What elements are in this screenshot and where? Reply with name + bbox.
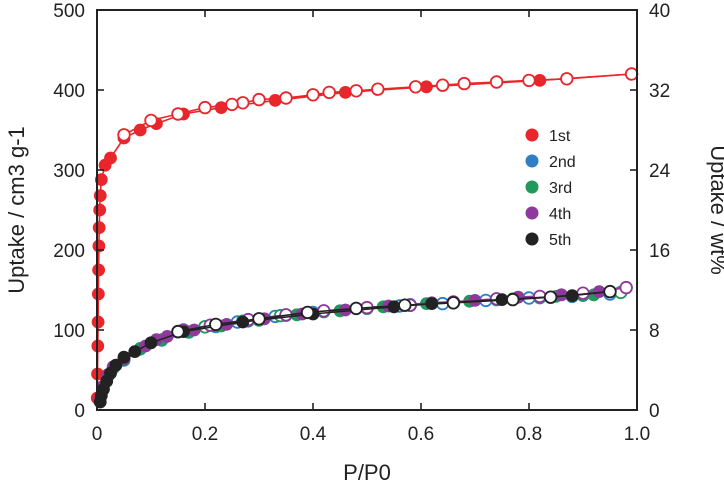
adsorption-point [495, 293, 509, 307]
desorption-point [446, 296, 461, 310]
adsorption-point [93, 203, 107, 217]
y-axis-title-right: Uptake / wt% [706, 145, 724, 275]
desorption-point [306, 88, 320, 102]
y-tick-label: 300 [53, 161, 85, 182]
desorption-point [300, 305, 315, 320]
series-1st [90, 67, 639, 405]
desorption-point [560, 72, 574, 86]
desorption-point [117, 128, 131, 142]
y-tick-label-right: 16 [649, 241, 670, 262]
plot-content [90, 67, 639, 409]
x-axis-title: P/P0 [343, 460, 391, 485]
desorption-point [225, 97, 239, 112]
desorption-point [171, 107, 185, 121]
legend-label-4th: 4th [549, 206, 571, 223]
legend-marker-4th [525, 206, 539, 220]
axes: 0 0.2 0.4 0.6 0.8 1.0010020030040050008162432… [53, 1, 670, 445]
y-tick-label-right: 24 [649, 161, 671, 182]
plot-frame [96, 9, 638, 411]
desorption-point [371, 82, 385, 96]
legend: 1st 2nd 3rd 4th 5th [525, 128, 576, 249]
desorption-point [489, 75, 504, 89]
x-tick-label: 1.0 [624, 424, 650, 445]
legend-marker-2nd [525, 154, 539, 168]
adsorption-point [117, 350, 131, 364]
adsorption-point [268, 93, 282, 107]
x-tick-label: 0.6 [408, 424, 434, 445]
adsorption-point [533, 73, 547, 87]
adsorption-point [91, 287, 105, 301]
y-tick-label: 0 [74, 401, 85, 422]
y-tick-label: 500 [53, 1, 85, 22]
adsorption-point [214, 101, 228, 114]
legend-label-3rd: 3rd [549, 180, 572, 197]
desorption-point [398, 298, 412, 312]
desorption-point [543, 290, 558, 304]
desorption-point [171, 324, 185, 339]
legend-marker-1st [525, 128, 539, 142]
adsorption-point [420, 80, 433, 94]
series-5th [93, 284, 617, 409]
y-tick-label: 400 [53, 81, 85, 102]
desorption-point [435, 78, 450, 92]
desorption-point [236, 96, 250, 110]
y-axis-title-left: Uptake / cm3 g-1 [4, 126, 29, 294]
adsorption-point [92, 239, 106, 253]
adsorption-point [91, 315, 105, 329]
y-tick-label-right: 40 [649, 1, 670, 22]
adsorption-point [565, 289, 579, 303]
desorption-point [198, 100, 212, 115]
x-tick-label: 0.8 [516, 424, 542, 445]
adsorption-point [109, 358, 123, 372]
y-tick-label: 200 [53, 241, 85, 262]
desorption-point [252, 92, 266, 107]
desorption-point [349, 301, 363, 316]
desorption-point [619, 280, 633, 295]
y-tick-label-right: 8 [649, 321, 660, 342]
adsorption-point [92, 263, 106, 277]
desorption-point [603, 284, 617, 299]
desorption-point [624, 67, 639, 81]
x-tick-label: 0 [92, 424, 103, 445]
legend-marker-5th [525, 232, 539, 246]
desorption-point [533, 289, 547, 304]
legend-label-1st: 1st [549, 128, 571, 145]
adsorption-point [128, 345, 142, 359]
desorption-point [408, 80, 423, 94]
y-tick-label-right: 32 [649, 81, 670, 102]
desorption-point [457, 76, 471, 91]
adsorption-point [425, 297, 439, 311]
desorption-point [279, 91, 293, 105]
legend-label-2nd: 2nd [549, 154, 576, 171]
legend-marker-3rd [525, 180, 539, 194]
x-tick-label: 0.4 [300, 424, 327, 445]
x-tick-label: 0.2 [192, 424, 218, 445]
desorption-point [252, 312, 266, 326]
adsorption-point [104, 151, 117, 165]
adsorption-point [92, 221, 106, 235]
desorption-point [144, 113, 158, 128]
adsorption-point [387, 300, 401, 314]
adsorption-point [144, 336, 158, 350]
desorption-point [209, 317, 223, 332]
y-tick-label-right: 0 [649, 401, 660, 422]
adsorption-point [94, 173, 108, 187]
y-tick-label: 100 [53, 321, 85, 342]
desorption-point [522, 73, 536, 88]
desorption-point [322, 85, 336, 100]
adsorption-point [236, 315, 250, 329]
desorption-point [349, 84, 363, 98]
adsorption-point [133, 123, 147, 137]
adsorption-point [339, 85, 352, 99]
adsorption-point [555, 288, 568, 302]
legend-label-5th: 5th [549, 232, 571, 249]
desorption-point [506, 292, 520, 307]
